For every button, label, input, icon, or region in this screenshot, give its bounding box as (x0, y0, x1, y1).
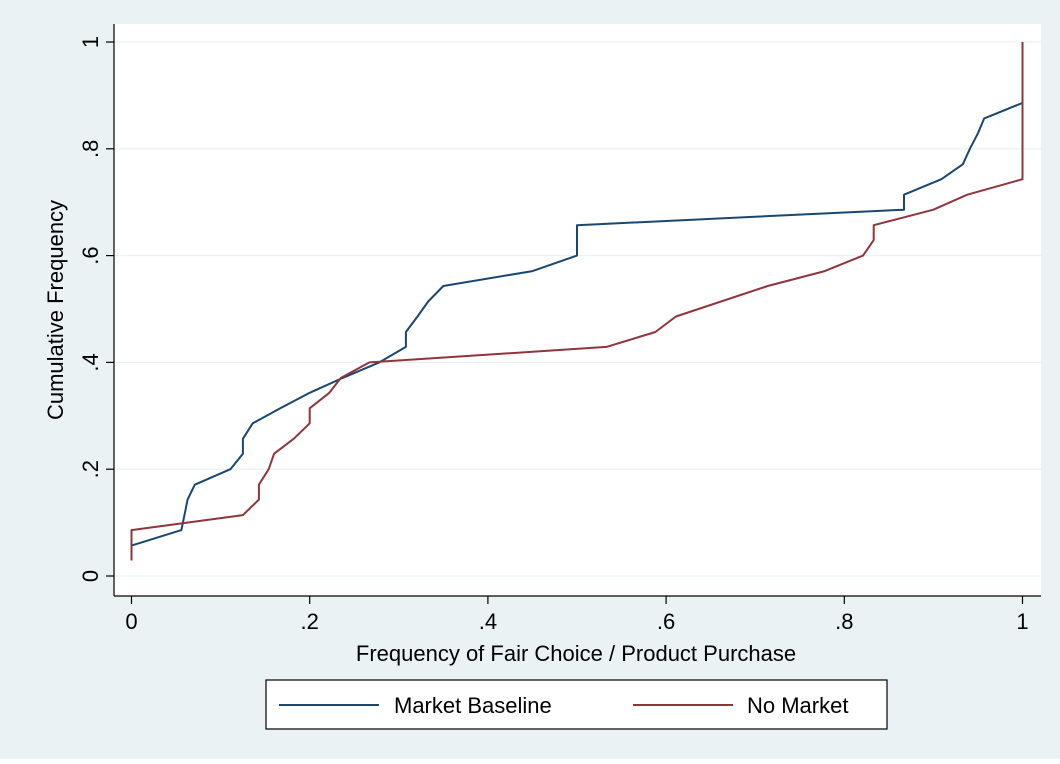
series-line-market-baseline (130, 101, 1023, 561)
x-tick-label-4: .8 (835, 609, 853, 634)
series-lines (130, 42, 1024, 561)
x-tick-label-0: 0 (125, 609, 137, 634)
y-tick-label-3: .6 (78, 246, 103, 264)
legend: Market Baseline No Market (265, 679, 888, 730)
y-axis-label: Cumulative Frequency (43, 200, 68, 420)
y-tick-label-2: .4 (78, 353, 103, 371)
x-tick-label-1: .2 (301, 609, 319, 634)
y-tick-label-0: 0 (78, 570, 103, 582)
x-tick-label-3: .6 (657, 609, 675, 634)
legend-label-market-baseline: Market Baseline (394, 693, 552, 718)
y-tick-label-4: .8 (78, 140, 103, 158)
y-tick-label-1: .2 (78, 460, 103, 478)
plot-area (114, 24, 1041, 596)
legend-label-no-market: No Market (747, 693, 848, 718)
x-axis-label: Frequency of Fair Choice / Product Purch… (356, 641, 796, 666)
x-tick-label-5: 1 (1016, 609, 1028, 634)
series-line-no-market (130, 42, 1024, 561)
axes: 0 .2 .4 .6 .8 1 0 .2 .4 .6 .8 1 (78, 24, 1041, 634)
x-tick-label-2: .4 (479, 609, 497, 634)
y-tick-label-5: 1 (78, 36, 103, 48)
